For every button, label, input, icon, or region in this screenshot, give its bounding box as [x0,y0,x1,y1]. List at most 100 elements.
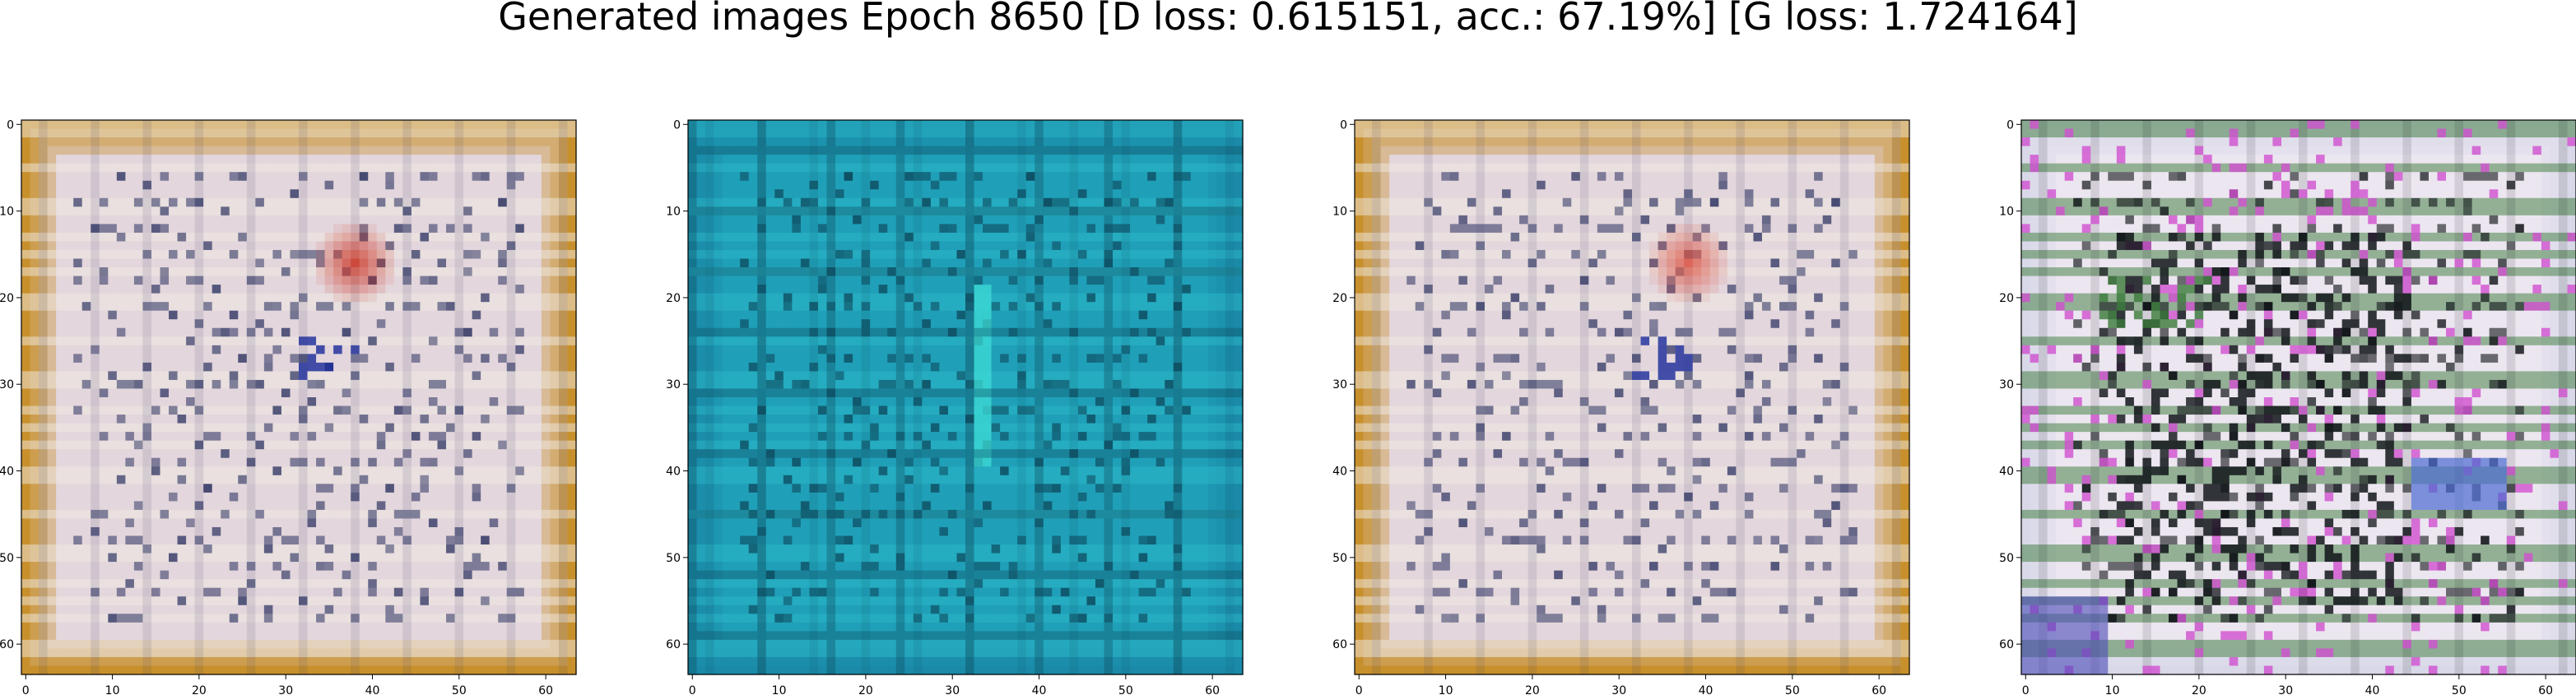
pixel-row [1355,241,1910,251]
pixel-row [21,622,577,632]
x-tick-label: 50 [1785,684,1800,695]
pixel-row [688,562,1244,572]
pixel-row [688,466,1244,476]
pixel-row [1355,155,1910,164]
pixel-row [1355,605,1910,614]
pixel-row [688,163,1244,173]
pixel-row [688,587,1244,597]
pixel-row [1355,310,1910,320]
pixel-row [1355,189,1910,199]
x-tick-label: 50 [1118,684,1133,695]
pixel-row [21,215,577,225]
pixel-row [21,501,577,511]
pixel-row [2021,457,2576,467]
pixel-row [2021,544,2576,554]
pixel-row [1355,665,1910,675]
pixel-row [2021,232,2576,243]
pixel-row [21,302,577,312]
pixel-row [21,241,577,251]
pixel-row [2021,492,2576,502]
pixel-row [21,155,577,164]
pixel-row [1355,475,1910,484]
pixel-row [1355,128,1910,138]
x-tick-label: 60 [538,684,553,695]
pixel-row [21,249,577,260]
pixel-row [1355,648,1910,658]
pixel-row [2021,362,2576,373]
pixel-row [688,379,1244,390]
pixel-row [1355,526,1910,537]
pixel-row [2021,475,2576,484]
pixel-row [2021,614,2576,623]
y-tick-label: 50 [1332,552,1347,565]
pixel-row [688,155,1244,164]
x-tick-label: 40 [2365,684,2380,695]
pixel-row [21,258,577,268]
pixel-row [2021,440,2576,450]
pixel-row [688,362,1244,373]
pixel-row [1355,449,1910,459]
pixel-row [688,648,1244,658]
pixel-row [1355,371,1910,381]
pixel-row [2021,605,2576,614]
x-tick-label: 40 [1032,684,1047,695]
pixel-row [1355,197,1910,207]
pixel-row [21,388,577,398]
pixel-row [1355,397,1910,407]
pixel-row [2021,587,2576,597]
pixel-row [1355,215,1910,225]
pixel-row [2021,302,2576,312]
x-tick-label: 30 [945,684,960,695]
pixel-row [688,449,1244,459]
pixel-row [2021,354,2576,364]
pixel-row [21,310,577,320]
pixel-row [2021,276,2576,285]
pixel-row [688,622,1244,632]
pixel-row [688,544,1244,554]
pixel-row [21,415,577,424]
y-tick-label: 60 [1332,638,1347,651]
pixel-row [1355,224,1910,234]
pixel-row [1355,432,1910,442]
pixel-row [2021,484,2576,493]
pixel-row [688,457,1244,467]
pixel-row [688,579,1244,589]
pixel-row [2021,249,2576,260]
pixel-row [688,553,1244,563]
pixel-row [1355,596,1910,606]
pixel-row [1355,544,1910,554]
pixel-row [2021,466,2576,476]
pixel-row [2021,172,2576,182]
pixel-row [2021,622,2576,632]
pixel-row [1355,587,1910,597]
pixel-row [2021,423,2576,433]
y-tick-label: 30 [1332,378,1347,392]
pixel-row [21,466,577,476]
pixel-row [21,172,577,182]
pixel-row [688,509,1244,520]
y-tick-label: 20 [1332,292,1347,305]
pixel-row [1355,656,1910,667]
pixel-row [2021,319,2576,329]
pixel-row [2021,535,2576,545]
pixel-row [1355,319,1910,329]
pixel-row [21,492,577,502]
pixel-row [688,293,1244,303]
pixel-row [21,605,577,614]
x-tick-label: 0 [1355,684,1363,695]
pixel-row [1355,327,1910,337]
pixel-row [21,267,577,277]
y-tick-label: 50 [0,552,14,565]
pixel-row [1355,388,1910,398]
pixel-row [21,276,577,285]
pixel-row [2021,665,2576,675]
y-tick-label: 40 [1999,466,2014,479]
x-tick-label: 0 [22,684,30,695]
pixel-row [2021,163,2576,173]
pixel-row [1355,579,1910,589]
pixel-row [21,327,577,337]
pixel-row [21,509,577,520]
pixel-row [1355,622,1910,632]
pixel-row [21,146,577,155]
pixel-row [2021,345,2576,354]
